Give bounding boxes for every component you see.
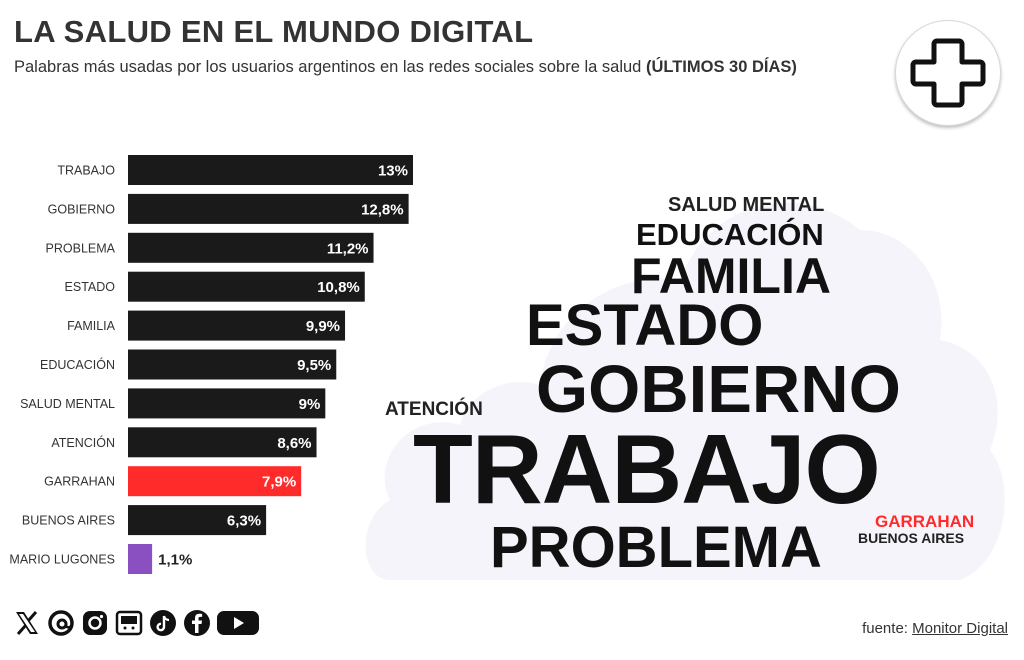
cloud-word-garrahan: GARRAHAN bbox=[875, 512, 975, 531]
value-label-trabajo: 13% bbox=[378, 163, 408, 180]
category-label-gobierno: GOBIERNO bbox=[48, 202, 116, 216]
facebook-icon[interactable] bbox=[182, 608, 212, 638]
category-label-mario-lugones: MARIO LUGONES bbox=[9, 553, 115, 567]
category-label-problema: PROBLEMA bbox=[46, 241, 116, 255]
bar-atención bbox=[128, 427, 317, 458]
tiktok-icon[interactable] bbox=[148, 608, 178, 638]
bar-salud-mental bbox=[128, 388, 326, 419]
cloud-word-familia: FAMILIA bbox=[631, 248, 831, 304]
bar-mario-lugones bbox=[128, 544, 153, 574]
bar-gobierno bbox=[128, 193, 409, 224]
youtube-icon[interactable] bbox=[216, 608, 260, 638]
category-label-educación: EDUCACIÓN bbox=[40, 357, 115, 372]
category-label-familia: FAMILIA bbox=[67, 319, 116, 333]
newsletter-icon[interactable] bbox=[114, 608, 144, 638]
value-label-educación: 9,5% bbox=[297, 357, 331, 374]
value-label-garrahan: 7,9% bbox=[262, 474, 296, 491]
cloud-background bbox=[365, 202, 1005, 580]
subtitle-period: (ÚLTIMOS 30 DÍAS) bbox=[645, 58, 797, 76]
bar-educación bbox=[128, 349, 337, 380]
bar-familia bbox=[128, 310, 346, 341]
category-label-buenos-aires: BUENOS AIRES bbox=[22, 514, 115, 528]
page-title: LA SALUD EN EL MUNDO DIGITAL bbox=[14, 14, 534, 49]
social-icons bbox=[12, 608, 260, 638]
source-credit: fuente: Monitor Digital bbox=[862, 620, 1008, 637]
cloud-word-trabajo: TRABAJO bbox=[413, 414, 881, 524]
value-label-familia: 9,9% bbox=[306, 318, 340, 335]
bar-buenos-aires bbox=[128, 505, 267, 536]
cloud-word-educacion: EDUCACIÓN bbox=[636, 217, 824, 252]
instagram-icon[interactable] bbox=[80, 608, 110, 638]
medical-cross-icon bbox=[895, 20, 1001, 126]
value-label-mario-lugones: 1,1% bbox=[158, 552, 192, 569]
subtitle-text: Palabras más usadas por los usuarios arg… bbox=[14, 58, 642, 76]
category-label-garrahan: GARRAHAN bbox=[44, 475, 115, 489]
cloud-word-gobierno: GOBIERNO bbox=[536, 352, 901, 427]
value-label-atención: 8,6% bbox=[277, 435, 311, 452]
bar-estado bbox=[128, 271, 365, 302]
bar-trabajo bbox=[128, 155, 413, 185]
category-label-salud-mental: SALUD MENTAL bbox=[20, 397, 115, 411]
value-label-gobierno: 12,8% bbox=[361, 201, 404, 218]
cloud-word-estado: ESTADO bbox=[526, 293, 764, 358]
bar-problema bbox=[128, 232, 374, 263]
cloud-word-problema: PROBLEMA bbox=[490, 515, 822, 580]
category-label-atención: ATENCIÓN bbox=[51, 435, 115, 450]
source-prefix: fuente: bbox=[862, 620, 908, 637]
bar-chart: TRABAJO 13% GOBIERNO 12,8% PROBLEMA 11,2% ESTA… bbox=[9, 155, 413, 574]
threads-icon[interactable] bbox=[46, 608, 76, 638]
page-subtitle: Palabras más usadas por los usuarios arg… bbox=[14, 58, 797, 77]
value-label-estado: 10,8% bbox=[317, 279, 360, 296]
cloud-word-salud-mental: SALUD MENTAL bbox=[668, 194, 825, 216]
x-icon[interactable] bbox=[12, 608, 42, 638]
category-label-trabajo: TRABAJO bbox=[57, 164, 115, 178]
cloud-word-atencion: ATENCIÓN bbox=[385, 399, 483, 420]
cloud-word-buenos-aires: BUENOS AIRES bbox=[858, 530, 965, 546]
category-label-estado: ESTADO bbox=[65, 280, 116, 294]
value-label-buenos-aires: 6,3% bbox=[227, 513, 261, 530]
value-label-problema: 11,2% bbox=[327, 240, 369, 257]
source-link[interactable]: Monitor Digital bbox=[912, 620, 1008, 637]
bar-garrahan bbox=[128, 466, 302, 497]
value-label-salud-mental: 9% bbox=[299, 396, 321, 413]
